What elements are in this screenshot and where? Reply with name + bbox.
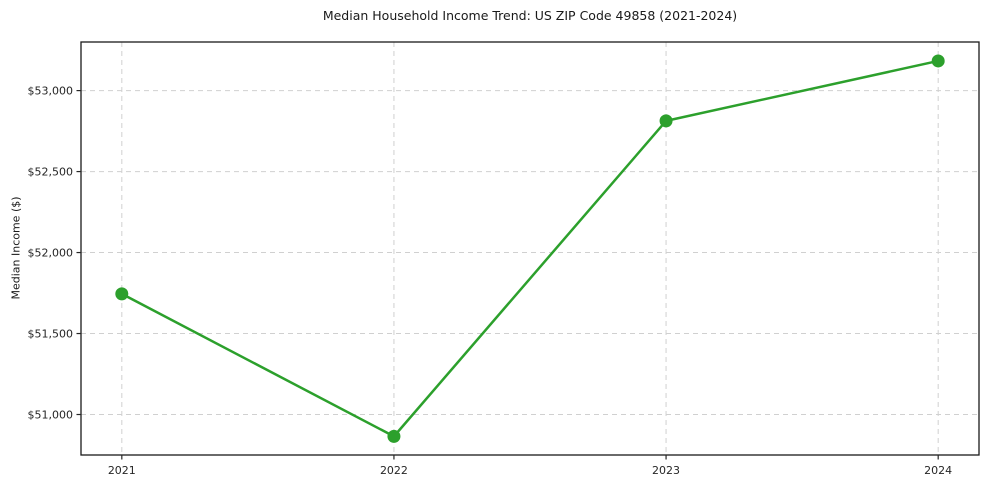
- chart-title: Median Household Income Trend: US ZIP Co…: [322, 8, 738, 23]
- y-tick-label: $52,000: [28, 247, 74, 260]
- data-point: [659, 114, 673, 128]
- y-tick-label: $53,000: [28, 85, 74, 98]
- x-tick-label: 2024: [924, 464, 952, 477]
- x-tick-label: 2021: [108, 464, 136, 477]
- x-tick-label: 2023: [652, 464, 680, 477]
- y-tick-label: $51,000: [28, 409, 74, 422]
- y-tick-label: $52,500: [28, 166, 74, 179]
- data-point: [115, 287, 129, 301]
- x-tick-label: 2022: [380, 464, 408, 477]
- y-tick-label: $51,500: [28, 328, 74, 341]
- data-line: [120, 59, 940, 438]
- data-point: [387, 429, 401, 443]
- plot-border: [80, 41, 980, 456]
- data-point: [931, 54, 945, 68]
